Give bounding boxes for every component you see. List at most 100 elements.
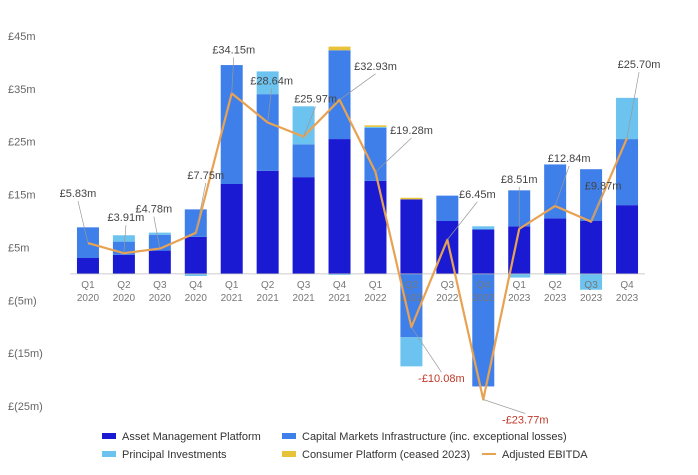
x-tick-quarter: Q3	[153, 280, 167, 291]
annotation-leader	[153, 216, 161, 249]
x-tick-year: 2022	[472, 293, 495, 304]
x-tick-quarter: Q3	[441, 280, 455, 291]
bar-segment-4	[328, 46, 351, 51]
bar-segment-2	[256, 94, 279, 171]
bar-segment-1	[184, 236, 207, 274]
x-tick-year: 2020	[113, 293, 136, 304]
annotation-leader	[303, 106, 316, 137]
x-tick-quarter: Q3	[297, 280, 311, 291]
ebitda-value-label: £25.97m	[294, 94, 337, 106]
bar-segment-2	[616, 139, 639, 206]
legend-swatch	[102, 433, 116, 439]
legend-swatch	[282, 433, 296, 439]
x-tick-year: 2021	[292, 293, 315, 304]
y-tick-label: £(25m)	[8, 401, 43, 413]
bar-segment-4	[400, 197, 423, 200]
ebitda-value-label: £4.78m	[135, 204, 172, 216]
x-tick-year: 2021	[257, 293, 280, 304]
ebitda-value-label: £12.84m	[548, 153, 591, 165]
legend-label: Asset Management Platform	[122, 431, 261, 443]
x-tick-quarter: Q4	[620, 280, 634, 291]
bar-segment-2	[292, 144, 315, 178]
annotation-leader	[339, 73, 376, 101]
y-tick-label: £45m	[8, 31, 36, 43]
ebitda-value-label: £19.28m	[390, 125, 433, 137]
y-axis: £45m £35m £25m £15m £5m £(5m) £(15m) £(25m)	[8, 31, 43, 413]
x-tick-quarter: Q1	[225, 280, 239, 291]
legend: Asset Management Platform Capital Markets…	[102, 431, 588, 461]
x-axis: Q1 2020 Q2 2020 Q3 2020 Q4 2020 Q1 2021 Q2 2021 Q3 20…	[77, 280, 639, 304]
x-tick-quarter: Q2	[548, 280, 562, 291]
bar-segment-1	[328, 139, 351, 274]
bar-segment-2	[544, 164, 567, 219]
bar-segment-2	[364, 127, 387, 181]
bar-segment-3	[472, 226, 495, 230]
annotation-leader	[123, 225, 127, 254]
x-tick-quarter: Q1	[369, 280, 383, 291]
x-tick-quarter: Q1	[513, 280, 527, 291]
bar-segment-1	[256, 170, 279, 274]
x-tick-year: 2020	[149, 293, 172, 304]
bar-segment-1	[616, 205, 639, 274]
y-tick-label: £5m	[8, 242, 29, 254]
bar-segment-1	[400, 199, 423, 274]
ebitda-value-label: £34.15m	[212, 44, 255, 56]
legend-swatch	[102, 451, 116, 457]
x-tick-year: 2023	[616, 293, 639, 304]
bars	[76, 46, 639, 387]
x-tick-year: 2020	[77, 293, 100, 304]
ebitda-value-label: £32.93m	[354, 61, 397, 73]
legend-label: Principal Investments	[122, 449, 227, 461]
bar-segment-1	[220, 184, 243, 274]
bar-segment-2	[328, 50, 351, 140]
bar-segment-4	[364, 125, 387, 127]
bar-segment-2	[184, 209, 207, 237]
y-tick-label: £15m	[8, 190, 36, 202]
bar-segment-1	[148, 250, 171, 274]
annotation-leader	[411, 326, 442, 373]
x-tick-quarter: Q3	[584, 280, 598, 291]
bar-segment-3	[184, 273, 207, 276]
bar-segment-1	[580, 221, 603, 274]
x-tick-year: 2020	[185, 293, 208, 304]
x-tick-year: 2023	[544, 293, 567, 304]
y-tick-label: £25m	[8, 137, 36, 149]
annotation-leader	[554, 165, 570, 207]
x-tick-year: 2021	[328, 293, 351, 304]
legend-swatch	[282, 451, 296, 457]
annotation-leader	[590, 193, 604, 222]
bar-segment-3	[112, 235, 135, 242]
bar-segment-2	[580, 169, 603, 221]
bar-segment-2	[220, 65, 243, 184]
ebitda-line-group	[87, 92, 629, 401]
annotation-leader	[267, 88, 273, 123]
bar-segment-3	[616, 97, 639, 140]
annotation-leader	[77, 200, 89, 244]
ebitda-value-label: -£10.08m	[418, 373, 464, 385]
bar-segment-2	[436, 195, 459, 221]
ebitda-value-label: £9.87m	[585, 181, 622, 193]
bar-segment-3	[400, 337, 423, 367]
ebitda-value-label: £5.83m	[60, 188, 97, 200]
x-tick-year: 2021	[221, 293, 244, 304]
ebitda-value-label: £8.51m	[501, 174, 538, 186]
y-tick-label: £35m	[8, 84, 36, 96]
legend-label: Adjusted EBITDA	[502, 449, 588, 461]
x-tick-quarter: Q1	[81, 280, 95, 291]
legend-label: Consumer Platform (ceased 2023)	[302, 449, 470, 461]
bar-segment-1	[436, 221, 459, 274]
ebitda-value-label: £25.70m	[618, 59, 661, 71]
bar-segment-2	[472, 273, 495, 387]
x-tick-year: 2022	[400, 293, 423, 304]
x-tick-quarter: Q2	[117, 280, 131, 291]
bar-segment-1	[112, 254, 135, 274]
x-tick-year: 2023	[580, 293, 603, 304]
annotation-leader	[483, 399, 526, 414]
ebitda-value-label: £3.91m	[108, 212, 145, 224]
annotation-leader	[447, 201, 478, 240]
ebitda-value-label: £7.75m	[187, 170, 224, 182]
annotation-leader	[626, 71, 640, 139]
x-tick-quarter: Q2	[261, 280, 275, 291]
bar-segment-2	[400, 273, 423, 338]
